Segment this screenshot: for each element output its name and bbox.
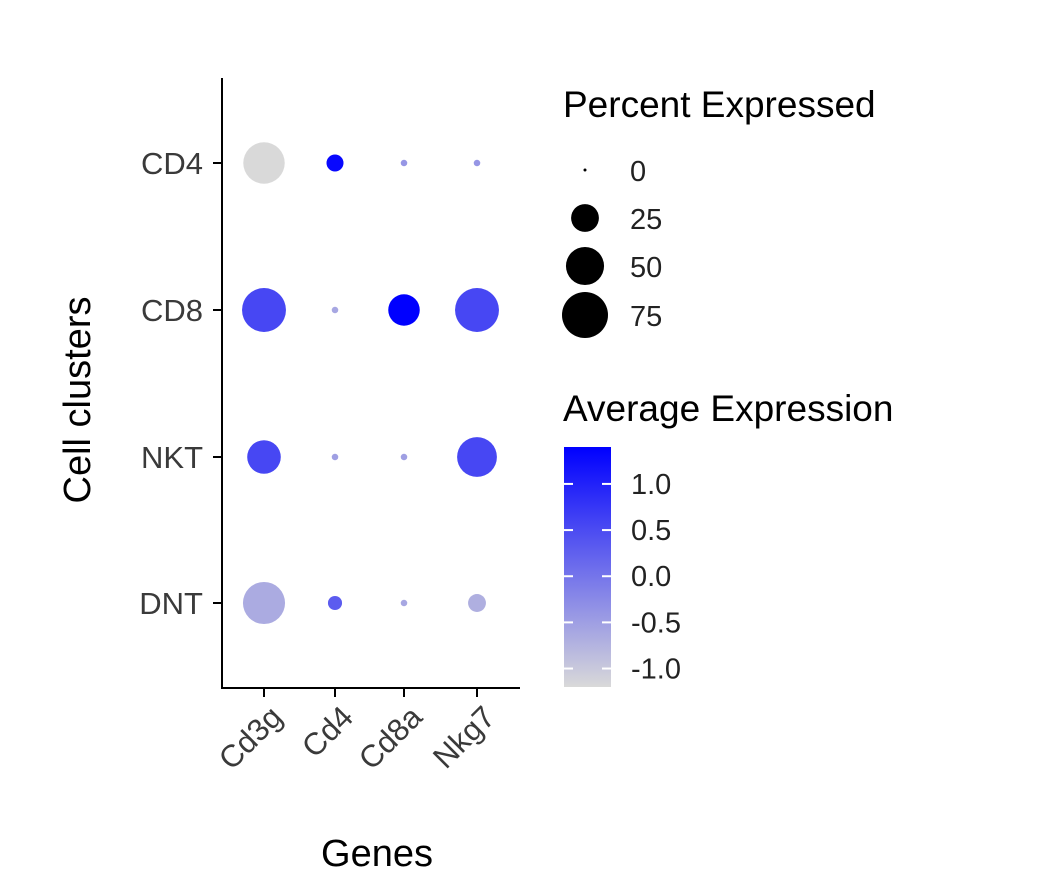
dot-cd4-cd3g xyxy=(243,142,285,184)
dot-dnt-cd3g xyxy=(242,581,286,625)
dot-cd8-cd4 xyxy=(331,306,339,314)
y-axis-ticks: CD4 CD8 NKT DNT xyxy=(139,146,222,621)
size-legend-dot-50 xyxy=(565,246,605,286)
color-legend-title: Average Expression xyxy=(563,388,893,429)
dot-cd4-cd4 xyxy=(326,154,344,172)
dot-cd8-cd8a xyxy=(388,294,420,326)
dot-cd4-cd8a xyxy=(400,159,408,167)
color-legend-ticks: 1.0 0.5 0.0 -0.5 -1.0 xyxy=(564,469,681,686)
x-tick-label-cd8a: Cd8a xyxy=(352,699,430,777)
size-legend-title: Percent Expressed xyxy=(563,84,876,125)
color-legend: Average Expression 1.0 0.5 0.0 -0.5 -1.0 xyxy=(563,388,893,687)
x-axis-title: Genes xyxy=(321,833,433,875)
y-tick-label-cd8: CD8 xyxy=(141,293,203,328)
x-tick-label-cd4: Cd4 xyxy=(295,699,360,764)
size-legend-dot-25 xyxy=(571,204,599,232)
y-tick-label-nkt: NKT xyxy=(141,440,203,475)
y-tick-label-cd4: CD4 xyxy=(141,146,203,181)
size-legend-label-0: 0 xyxy=(630,156,646,188)
color-bar xyxy=(564,447,611,687)
y-tick-label-dnt: DNT xyxy=(139,586,203,621)
size-legend-label-25: 25 xyxy=(630,204,662,236)
x-tick-label-cd3g: Cd3g xyxy=(212,699,289,776)
dot-nkt-cd4 xyxy=(331,453,339,461)
color-legend-label-3: -0.5 xyxy=(631,607,681,639)
size-legend-dot-0 xyxy=(583,168,587,172)
y-axis-title: Cell clusters xyxy=(57,297,99,504)
dot-cd8-nkg7 xyxy=(455,288,499,332)
dot-nkt-nkg7 xyxy=(457,437,497,477)
dot-dnt-cd8a xyxy=(400,599,408,607)
dot-nkt-cd3g xyxy=(247,440,281,474)
color-legend-label-4: -1.0 xyxy=(631,654,681,686)
size-legend-dot-75 xyxy=(562,292,608,338)
size-legend-items: 0 25 50 75 xyxy=(562,156,662,338)
x-tick-label-nkg7: Nkg7 xyxy=(426,699,502,775)
size-legend-label-50: 50 xyxy=(630,252,662,284)
dot-nkt-cd8a xyxy=(400,453,408,461)
color-legend-label-0: 1.0 xyxy=(631,469,671,501)
dot-dnt-nkg7 xyxy=(468,594,486,612)
dot-dnt-cd4 xyxy=(327,595,343,611)
color-legend-label-1: 0.5 xyxy=(631,515,671,547)
dot-cd8-cd3g xyxy=(242,288,286,332)
dot-cd4-nkg7 xyxy=(473,159,481,167)
size-legend: Percent Expressed 0 25 50 75 xyxy=(562,84,876,338)
size-legend-label-75: 75 xyxy=(630,301,662,333)
color-legend-label-2: 0.0 xyxy=(631,561,671,593)
dots xyxy=(242,142,499,625)
